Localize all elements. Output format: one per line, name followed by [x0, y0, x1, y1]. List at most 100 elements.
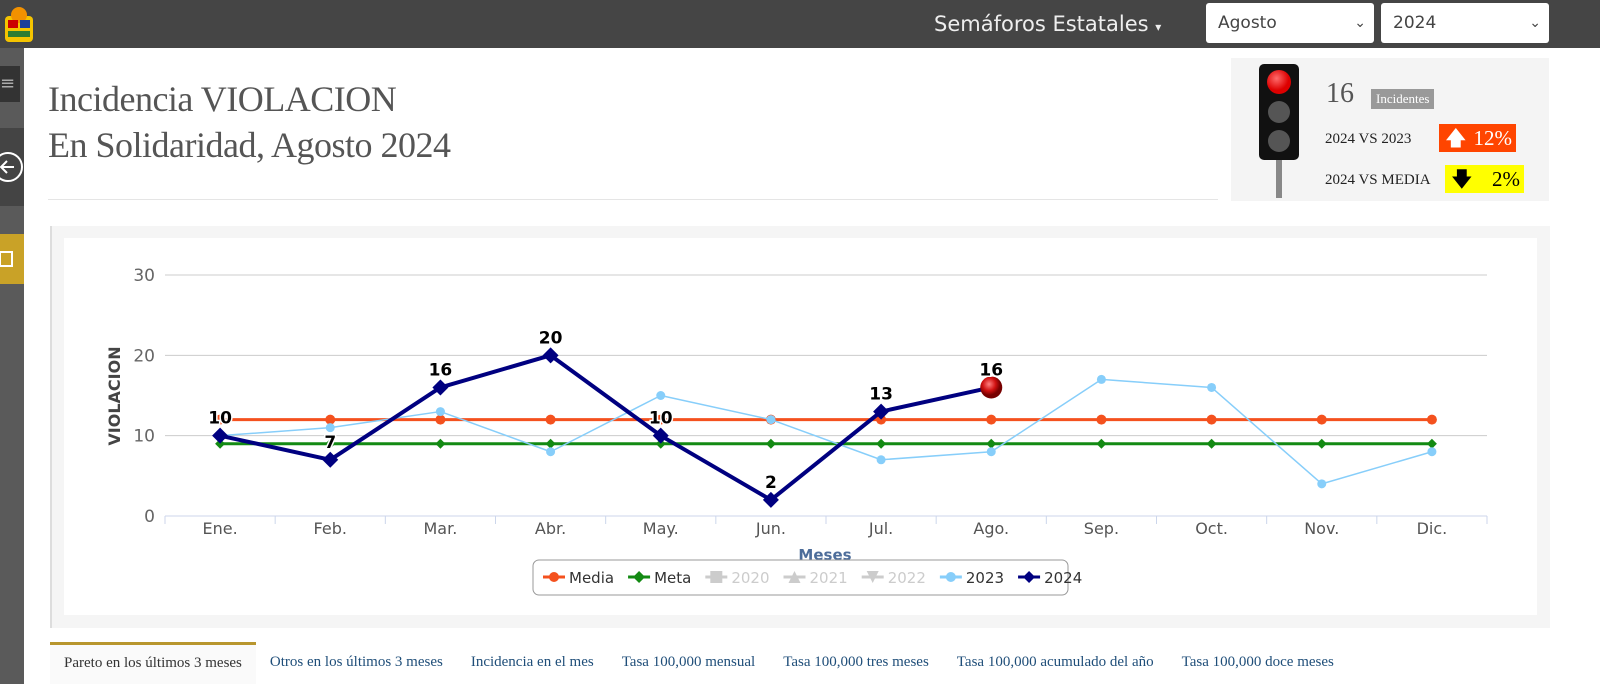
point-marker: [545, 438, 556, 449]
legend-item[interactable]: 2024: [1018, 569, 1082, 587]
point-marker: [322, 451, 339, 468]
point-marker: [215, 414, 226, 425]
point-marker: [432, 379, 449, 396]
y-tick-label: 10: [133, 427, 155, 447]
point-marker: [1316, 438, 1327, 449]
menu[interactable]: Semáforos Estatales ▾: [934, 12, 1162, 36]
chart-icon[interactable]: [0, 234, 24, 284]
point-marker: [1207, 382, 1217, 392]
legend-label[interactable]: 2023: [966, 569, 1004, 587]
data-label: 13: [869, 385, 893, 405]
x-tick-label: May.: [643, 519, 679, 538]
legend-marker: [788, 571, 801, 583]
vs-prev-badge: 🡅 12%: [1439, 124, 1516, 152]
legend-label[interactable]: 2021: [810, 569, 848, 587]
count-label: Incidentes: [1371, 89, 1435, 109]
legend-marker: [633, 571, 646, 583]
tab[interactable]: Tasa 100,000 acumulado del año: [956, 654, 1154, 670]
tab[interactable]: Tasa 100,000 mensual: [621, 654, 756, 670]
series-line: [220, 378, 1433, 485]
legend-item[interactable]: Media: [543, 569, 614, 587]
tabs: Pareto en los últimos 3 meses Otros en lo…: [50, 642, 1348, 684]
divider: [48, 199, 1218, 200]
point-marker: [325, 423, 335, 433]
legend-label[interactable]: 2020: [731, 569, 769, 587]
legend-label[interactable]: 2022: [888, 569, 926, 587]
data-label: 10: [649, 409, 673, 429]
count: 16: [1326, 78, 1354, 109]
legend-marker: [866, 571, 879, 583]
point-marker: [1427, 447, 1437, 457]
point-marker: [1096, 374, 1106, 384]
point-marker: [656, 391, 666, 400]
point-marker: [876, 455, 886, 465]
point-marker: [546, 447, 556, 457]
back-icon[interactable]: [0, 128, 24, 206]
x-tick-label: Mar.: [424, 519, 458, 538]
year-value[interactable]: 2024: [1393, 13, 1437, 33]
point-marker: [986, 447, 996, 457]
legend-label[interactable]: 2024: [1044, 569, 1082, 587]
point-marker: [435, 438, 446, 449]
legend-item[interactable]: 2021: [783, 569, 848, 587]
point-marker: [212, 427, 229, 444]
legend-item[interactable]: 2022: [861, 569, 926, 587]
point-marker: [980, 376, 1003, 399]
x-tick-label: Sep.: [1084, 519, 1119, 538]
y-tick-label: 20: [133, 346, 155, 366]
x-tick-label: Dic.: [1417, 519, 1448, 538]
menu-label[interactable]: Semáforos Estatales: [934, 12, 1149, 36]
title: Incidencia VIOLACION En Solidaridad, Ago…: [48, 76, 451, 168]
legend-item[interactable]: 2020: [705, 569, 770, 587]
year-select[interactable]: 2024 ⌄: [1381, 3, 1549, 43]
title-line: Incidencia VIOLACION: [48, 79, 397, 119]
point-marker: [1317, 479, 1327, 489]
chart-background: [64, 238, 1537, 615]
top-bar: Semáforos Estatales ▾ Agosto ⌄ 2024 ⌄: [0, 0, 1600, 48]
vs-prev-label: 2024 VS 2023: [1325, 131, 1412, 147]
x-tick-label: Feb.: [314, 519, 347, 538]
tab[interactable]: Tasa 100,000 tres meses: [783, 654, 929, 670]
point-marker: [986, 438, 997, 449]
month-value[interactable]: Agosto: [1218, 13, 1277, 33]
point-marker: [435, 407, 445, 417]
x-tick-label: Abr.: [535, 519, 566, 538]
vs-media: 2%: [1492, 167, 1520, 191]
tab[interactable]: Tasa 100,000 doce meses: [1181, 654, 1334, 670]
point-marker: [762, 491, 779, 508]
x-tick-label: Ago.: [973, 519, 1009, 538]
point-marker: [325, 438, 336, 449]
legend-label[interactable]: Meta: [654, 569, 691, 587]
legend-label[interactable]: Media: [569, 569, 614, 587]
tab[interactable]: Otros en los últimos 3 meses: [269, 654, 443, 670]
legend-item[interactable]: Meta: [628, 569, 691, 587]
point-marker: [1096, 438, 1107, 449]
tab[interactable]: Incidencia en el mes: [470, 654, 594, 670]
point-marker: [652, 427, 669, 444]
legend-item[interactable]: 2023: [939, 569, 1004, 587]
tab[interactable]: Pareto en los últimos 3 meses: [50, 642, 256, 684]
month-select[interactable]: Agosto ⌄: [1206, 3, 1374, 43]
point-marker: [876, 414, 887, 425]
x-tick-label: Oct.: [1195, 519, 1228, 538]
data-label: 20: [539, 328, 563, 348]
point-marker: [655, 414, 666, 425]
x-tick-label: Jul.: [868, 519, 893, 538]
point-marker: [873, 403, 890, 420]
point-marker: [1096, 414, 1107, 425]
point-marker: [766, 415, 776, 425]
x-tick-label: Nov.: [1304, 519, 1339, 538]
point-marker: [1206, 438, 1217, 449]
legend-marker: [549, 572, 559, 582]
traffic-light: [1259, 64, 1299, 198]
point-marker: [215, 438, 226, 449]
point-marker: [1316, 414, 1327, 425]
data-label: 2: [765, 473, 777, 493]
semaforo-panel: 16 Incidentes 2024 VS 2023 🡅 12% 2024 VS …: [1231, 58, 1549, 201]
sidebar: ≡: [0, 48, 24, 684]
logo: [5, 7, 33, 42]
point-marker: [435, 414, 446, 425]
point-marker: [325, 414, 336, 425]
menu-icon[interactable]: ≡: [0, 66, 20, 102]
